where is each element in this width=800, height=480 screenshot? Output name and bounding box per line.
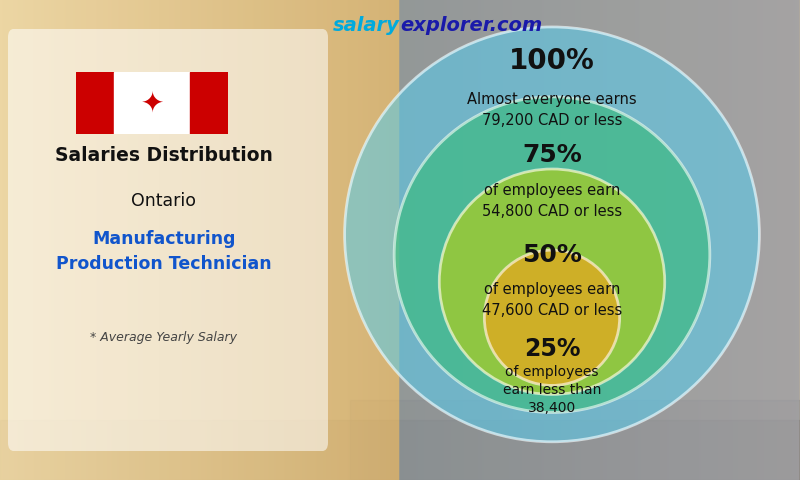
- Text: 25%: 25%: [524, 337, 580, 361]
- Bar: [190, 72, 228, 134]
- Text: of employees earn
47,600 CAD or less: of employees earn 47,600 CAD or less: [482, 282, 622, 318]
- Text: Manufacturing
Production Technician: Manufacturing Production Technician: [56, 230, 272, 273]
- Text: 50%: 50%: [522, 243, 582, 267]
- Text: 100%: 100%: [509, 47, 595, 75]
- Text: Almost everyone earns
79,200 CAD or less: Almost everyone earns 79,200 CAD or less: [467, 92, 637, 128]
- Circle shape: [439, 169, 665, 395]
- Text: explorer.com: explorer.com: [400, 16, 542, 35]
- Text: salary: salary: [333, 16, 400, 35]
- Text: of employees earn
54,800 CAD or less: of employees earn 54,800 CAD or less: [482, 182, 622, 218]
- Bar: [114, 72, 190, 134]
- Text: Ontario: Ontario: [131, 192, 197, 210]
- FancyBboxPatch shape: [8, 29, 328, 451]
- Text: of employees
earn less than
38,400: of employees earn less than 38,400: [503, 364, 601, 415]
- Circle shape: [484, 250, 620, 385]
- Text: 75%: 75%: [522, 144, 582, 168]
- Circle shape: [345, 27, 759, 442]
- Circle shape: [394, 97, 710, 412]
- Bar: [76, 72, 114, 134]
- Text: Salaries Distribution: Salaries Distribution: [55, 146, 273, 166]
- Text: ✦: ✦: [140, 89, 164, 117]
- Text: * Average Yearly Salary: * Average Yearly Salary: [90, 331, 238, 344]
